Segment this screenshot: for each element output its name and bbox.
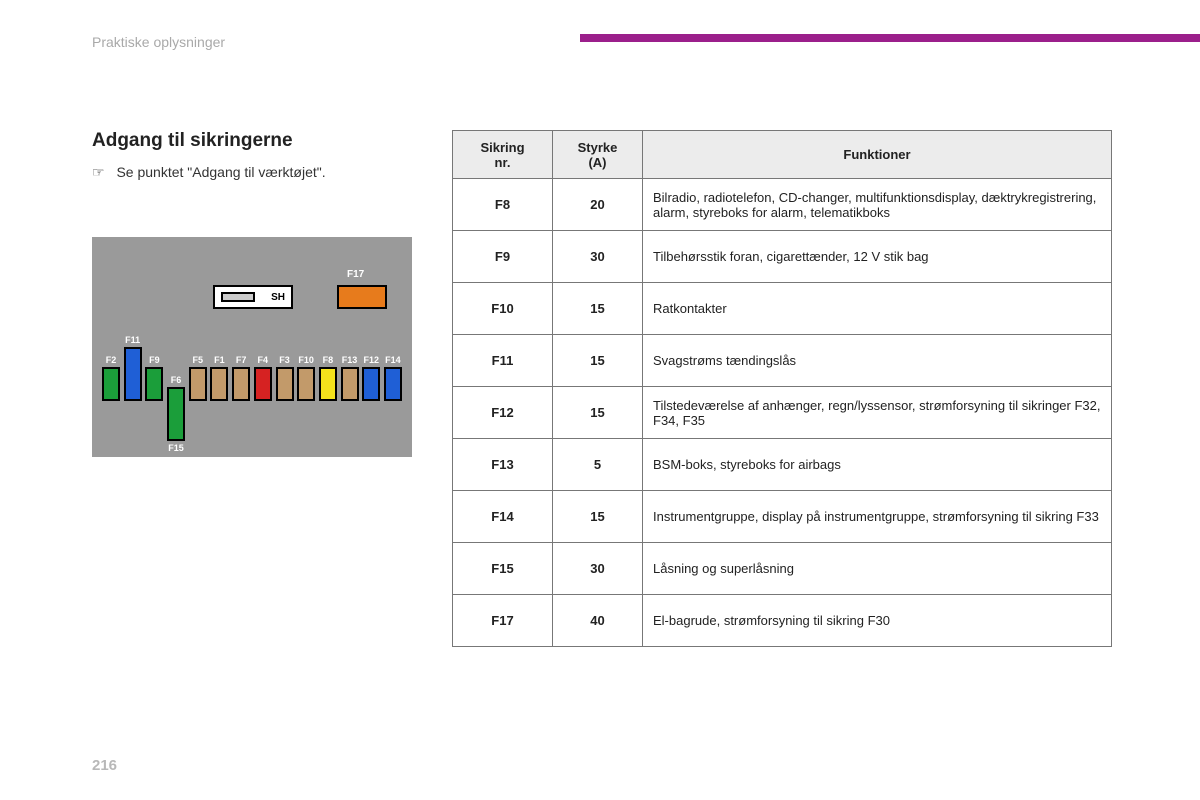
fuse-row: F2F11F9F6F15F5F1F7F4F3F10F8F13F12F14 [102,367,402,401]
cell-fuse: F8 [453,179,553,231]
cell-func: El-bagrude, strømforsyning til sikring F… [643,595,1112,647]
cell-func: Bilradio, radiotelefon, CD-changer, mult… [643,179,1112,231]
cell-func: Svagstrøms tændingslås [643,335,1112,387]
cell-fuse: F13 [453,439,553,491]
fuse-f3: F3 [276,367,294,401]
fuse-label: F8 [323,355,334,365]
sh-label: SH [271,292,285,303]
fuse-f7: F7 [232,367,250,401]
table-row: F930Tilbehørsstik foran, cigarettænder, … [453,231,1112,283]
pointer-icon: ☞ [92,164,105,180]
fuse-f17 [337,285,387,309]
fuse-label: F12 [363,355,379,365]
fuse-f4: F4 [254,367,272,401]
cell-func: Ratkontakter [643,283,1112,335]
cell-func: Tilstedeværelse af anhænger, regn/lyssen… [643,387,1112,439]
th-fuse: Sikring nr. [453,131,553,179]
fuse-label: F15 [168,443,184,453]
note-text: Se punktet "Adgang til værktøjet". [116,164,325,180]
left-column: Adgang til sikringerne ☞ Se punktet "Adg… [92,130,422,457]
cell-func: Instrumentgruppe, display på instrumentg… [643,491,1112,543]
fuse-f8: F8 [319,367,337,401]
table-body: F820Bilradio, radiotelefon, CD-changer, … [453,179,1112,647]
table-row: F135BSM-boks, styreboks for airbags [453,439,1112,491]
cell-amp: 15 [553,335,643,387]
cell-amp: 20 [553,179,643,231]
fuse-label: F1 [214,355,225,365]
cell-func: BSM-boks, styreboks for airbags [643,439,1112,491]
cell-fuse: F17 [453,595,553,647]
cell-func: Låsning og superlåsning [643,543,1112,595]
sh-module: SH [213,285,293,309]
fuse-label: F4 [258,355,269,365]
fuse-f12: F12 [362,367,380,401]
note-line: ☞ Se punktet "Adgang til værktøjet". [92,164,422,181]
right-column: Sikring nr. Styrke (A) Funktioner F820Bi… [452,130,1112,647]
fuse-label: F13 [342,355,358,365]
f17-label: F17 [347,269,364,280]
accent-bar [580,34,1200,42]
cell-fuse: F15 [453,543,553,595]
fuse-f1: F1 [210,367,228,401]
fuse-label: F14 [385,355,401,365]
fuse-label: F7 [236,355,247,365]
cell-func: Tilbehørsstik foran, cigarettænder, 12 V… [643,231,1112,283]
cell-fuse: F12 [453,387,553,439]
table-row: F1415Instrumentgruppe, display på instru… [453,491,1112,543]
fuse-f2: F2 [102,367,120,401]
cell-fuse: F9 [453,231,553,283]
sh-slot-icon [221,292,255,302]
table-row: F820Bilradio, radiotelefon, CD-changer, … [453,179,1112,231]
fuse-f5: F5 [189,367,207,401]
fuse-label: F2 [106,355,117,365]
fuse-label: F6 [171,375,182,385]
cell-amp: 5 [553,439,643,491]
cell-amp: 30 [553,231,643,283]
cell-amp: 15 [553,491,643,543]
table-row: F1115Svagstrøms tændingslås [453,335,1112,387]
fuse-label: F9 [149,355,160,365]
cell-amp: 40 [553,595,643,647]
table-row: F1215Tilstedeværelse af anhænger, regn/l… [453,387,1112,439]
th-func: Funktioner [643,131,1112,179]
fuse-f14: F14 [384,367,402,401]
page-title: Adgang til sikringerne [92,130,422,152]
fuse-label: F10 [298,355,314,365]
fuse-f10: F10 [297,367,315,401]
section-label: Praktiske oplysninger [92,34,225,50]
fuse-diagram: SH F17 F2F11F9F6F15F5F1F7F4F3F10F8F13F12… [92,237,412,457]
fuse-f13: F13 [341,367,359,401]
fuse-label: F3 [279,355,290,365]
fuse-label: F11 [125,335,140,345]
cell-amp: 15 [553,283,643,335]
fuse-label: F5 [192,355,203,365]
table-row: F1740El-bagrude, strømforsyning til sikr… [453,595,1112,647]
table-header-row: Sikring nr. Styrke (A) Funktioner [453,131,1112,179]
page: Praktiske oplysninger Adgang til sikring… [0,0,1200,800]
fuse-f11: F11 [124,347,142,401]
fuse-table: Sikring nr. Styrke (A) Funktioner F820Bi… [452,130,1112,647]
th-amp: Styrke (A) [553,131,643,179]
table-row: F1530Låsning og superlåsning [453,543,1112,595]
cell-fuse: F14 [453,491,553,543]
fuse-f6: F6F15 [167,387,185,441]
cell-amp: 30 [553,543,643,595]
fuse-f9: F9 [145,367,163,401]
table-row: F1015Ratkontakter [453,283,1112,335]
cell-fuse: F11 [453,335,553,387]
cell-amp: 15 [553,387,643,439]
page-number: 216 [92,757,117,774]
cell-fuse: F10 [453,283,553,335]
